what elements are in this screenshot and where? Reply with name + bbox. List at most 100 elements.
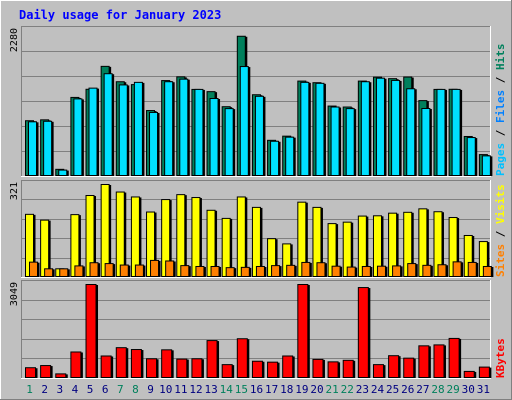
y-max-label: 2280: [9, 28, 20, 52]
sites-bar: [134, 264, 144, 277]
kbytes-bar: [282, 355, 294, 379]
files-bar: [421, 107, 431, 176]
day-label: 28: [431, 383, 444, 396]
day-label: 29: [447, 383, 460, 396]
y-legend-part: Sites: [494, 244, 507, 277]
y-legend-part: /: [494, 123, 507, 143]
files-bar: [406, 88, 416, 176]
y-legend-part: Hits: [494, 44, 507, 71]
y-legend-part: KBytes: [494, 338, 507, 378]
files-bar: [194, 88, 204, 176]
day-label: 5: [87, 383, 94, 396]
visits-bar: [115, 191, 125, 278]
kbytes-bar: [297, 284, 309, 378]
y-legend-part: Visits: [494, 184, 507, 224]
files-bar: [270, 140, 280, 176]
day-label: 9: [147, 383, 154, 396]
day-label: 7: [117, 383, 124, 396]
day-label: 25: [386, 383, 399, 396]
kbytes-bar: [388, 355, 400, 379]
kbytes-bar: [100, 355, 112, 379]
y-legend-part: /: [494, 70, 507, 90]
files-bar: [375, 77, 385, 176]
files-bar: [149, 111, 159, 176]
day-label: 17: [265, 383, 278, 396]
visits-bar: [236, 196, 246, 277]
files-bar: [209, 98, 219, 176]
sites-bar: [104, 263, 114, 277]
y-legend-part: Pages: [494, 143, 507, 176]
files-bar: [133, 81, 143, 176]
kbytes-bar: [85, 284, 97, 378]
kbytes-bar: [130, 349, 142, 379]
day-label: 14: [220, 383, 234, 396]
sites-bar: [180, 265, 190, 277]
files-bar: [330, 106, 340, 176]
y-max-label: 321: [9, 182, 20, 200]
kbytes-bar: [191, 358, 203, 379]
files-bar: [391, 79, 401, 176]
day-label: 15: [235, 383, 248, 396]
day-label: 8: [132, 383, 139, 396]
sites-bar: [316, 262, 326, 278]
files-bar: [254, 95, 264, 176]
day-label: 23: [356, 383, 369, 396]
sites-bar: [59, 268, 69, 277]
sites-bar: [301, 261, 311, 277]
day-label: 30: [462, 383, 475, 396]
visits-bar: [40, 219, 50, 277]
day-label: 13: [204, 383, 217, 396]
files-bar: [239, 66, 249, 176]
day-label: 3: [57, 383, 64, 396]
kbytes-bar: [176, 358, 188, 379]
day-label: 16: [250, 383, 263, 396]
kbytes-bar: [115, 347, 127, 379]
sites-bar: [422, 264, 432, 278]
sites-bar: [467, 261, 477, 277]
kbytes-bar: [418, 345, 430, 379]
sites-bar: [150, 259, 160, 278]
kbytes-bar: [327, 361, 339, 379]
files-bar: [73, 98, 83, 176]
kbytes-bar: [251, 360, 263, 378]
sites-bar: [407, 263, 417, 277]
kbytes-bar: [70, 351, 82, 378]
kbytes-bar: [463, 370, 475, 378]
kbytes-bar: [40, 365, 52, 378]
day-label: 20: [310, 383, 323, 396]
files-bar: [436, 88, 446, 176]
sites-bar: [361, 265, 371, 278]
kbytes-bar: [312, 358, 324, 378]
y-legend-label: Pages / Files / Hits: [494, 44, 507, 177]
day-label: 1: [26, 383, 33, 396]
files-bar: [118, 84, 128, 176]
files-bar: [315, 82, 325, 176]
files-bar: [28, 121, 37, 176]
files-bar: [58, 169, 68, 177]
files-bar: [224, 108, 234, 176]
kbytes-bar: [403, 357, 415, 378]
y-legend-part: /: [494, 224, 507, 244]
visits-bar: [191, 197, 201, 277]
sites-bar: [452, 261, 462, 277]
kbytes-bar: [372, 364, 384, 378]
sites-bar: [346, 266, 356, 278]
day-label: 12: [189, 383, 202, 396]
kbytes-bar: [357, 287, 369, 379]
day-label: 27: [416, 383, 429, 396]
day-label: 21: [326, 383, 339, 396]
y-legend-label: KBytes: [494, 338, 507, 378]
day-label: 6: [102, 383, 109, 396]
chart-title: Daily usage for January 2023: [19, 8, 221, 22]
sites-bar: [210, 265, 220, 278]
sites-bar: [392, 265, 402, 278]
day-label: 26: [401, 383, 414, 396]
kbytes-bar: [25, 367, 36, 378]
kbytes-bar: [206, 340, 218, 379]
sites-bar: [271, 265, 281, 277]
sites-bar: [376, 265, 386, 277]
kbytes-bar: [448, 337, 460, 379]
kbytes-bar: [342, 359, 354, 378]
kbytes-bar: [267, 361, 279, 379]
